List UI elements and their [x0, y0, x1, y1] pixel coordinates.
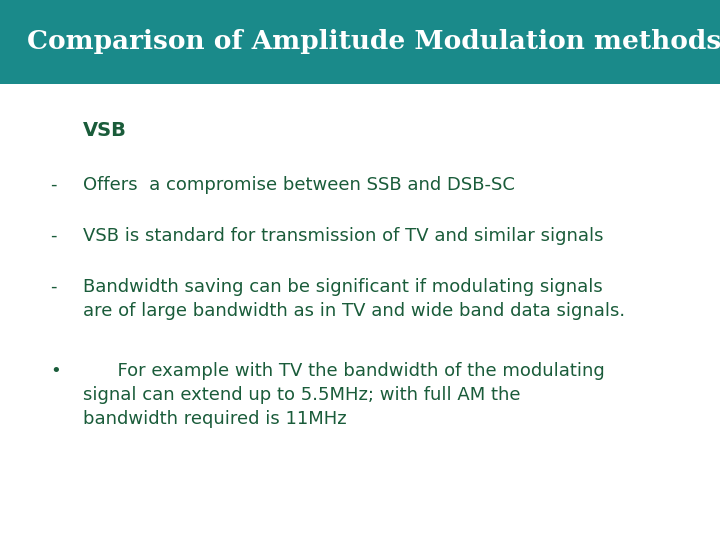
Text: -: -	[50, 227, 57, 245]
Text: Comparison of Amplitude Modulation methods: Comparison of Amplitude Modulation metho…	[27, 29, 720, 55]
Text: For example with TV the bandwidth of the modulating
signal can extend up to 5.5M: For example with TV the bandwidth of the…	[83, 362, 605, 428]
Text: Offers  a compromise between SSB and DSB-SC: Offers a compromise between SSB and DSB-…	[83, 176, 515, 193]
Text: VSB: VSB	[83, 122, 127, 140]
Text: -: -	[50, 278, 57, 296]
Text: VSB is standard for transmission of TV and similar signals: VSB is standard for transmission of TV a…	[83, 227, 603, 245]
Bar	[0, 0, 720, 84]
Text: Bandwidth saving can be significant if modulating signals
are of large bandwidth: Bandwidth saving can be significant if m…	[83, 278, 625, 320]
Text: •: •	[50, 362, 61, 380]
Text: -: -	[50, 176, 57, 193]
